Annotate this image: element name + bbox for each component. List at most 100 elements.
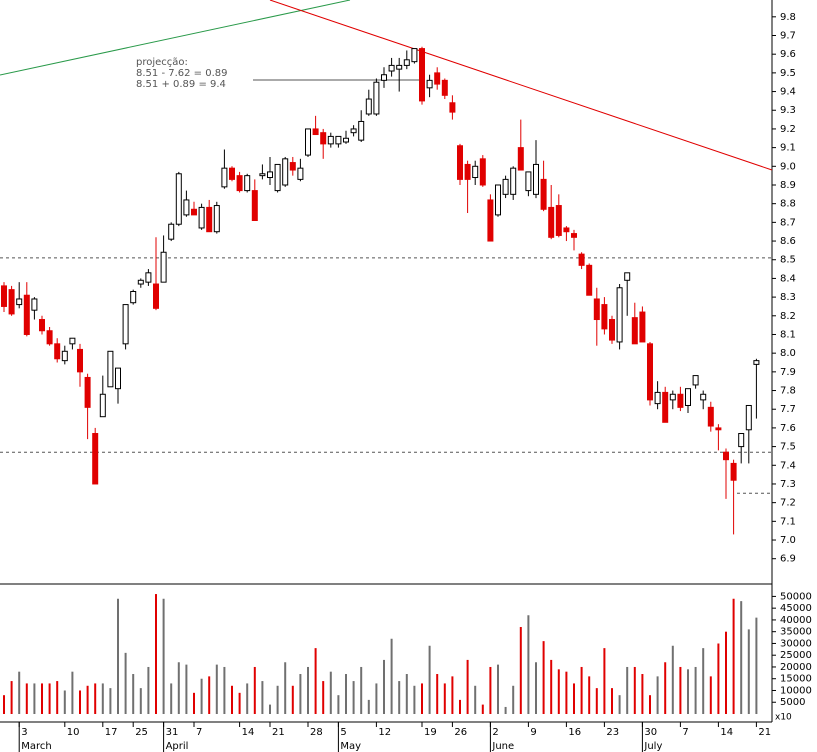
y-tick-label: 45000 (780, 603, 812, 614)
candle-body (555, 205, 562, 236)
candle-body (46, 330, 53, 345)
candle-body (441, 79, 448, 96)
candle-body (312, 128, 319, 136)
candle-body (343, 137, 349, 143)
candle-body (145, 272, 152, 283)
y-tick-label: 25000 (780, 650, 812, 661)
x-tick-label: 10 (67, 727, 80, 738)
candle-body (358, 120, 365, 141)
candle-body (723, 451, 729, 461)
candle-body (753, 360, 760, 365)
candle-body (153, 283, 159, 309)
candle-body (403, 59, 410, 66)
x-tick-label: 21 (758, 727, 771, 738)
y-tick-label: 8.1 (780, 329, 796, 340)
y-tick-label: 20000 (780, 662, 812, 673)
y-tick-label: 7.7 (780, 404, 796, 415)
x-tick-label: 17 (105, 727, 118, 738)
y-tick-label: 9.8 (780, 12, 796, 23)
candle-body (115, 367, 121, 390)
candle-body (305, 128, 311, 156)
candle-body (479, 158, 486, 186)
candle-body (707, 406, 714, 427)
candle-body (540, 178, 547, 210)
y-tick-label: 9.0 (780, 161, 796, 172)
candle-body (327, 135, 334, 145)
candle-body (381, 74, 387, 81)
candle-body (586, 264, 593, 296)
candle-body (692, 375, 699, 386)
candle-body (563, 227, 570, 233)
candle-body (419, 48, 425, 102)
candle-body (677, 393, 684, 408)
x-tick-label: 14 (242, 727, 255, 738)
candle-body (99, 393, 106, 418)
y-tick-label: 40000 (780, 615, 812, 626)
candle-body (434, 72, 441, 85)
candle-body (601, 304, 608, 330)
candle-body (31, 298, 38, 311)
candle-body (320, 132, 327, 145)
candle-body (411, 48, 418, 63)
x-tick-label: 28 (310, 727, 323, 738)
candle-body (16, 298, 23, 306)
candle-body (647, 343, 653, 401)
y-tick-label: 8.6 (780, 236, 796, 247)
x-tick-label: 2 (492, 727, 498, 738)
y-tick-label: 30000 (780, 638, 812, 649)
y-tick-label: 7.9 (780, 367, 796, 378)
month-label: June (491, 741, 514, 752)
month-label: April (166, 741, 189, 752)
candle-body (274, 163, 281, 192)
candle-body (160, 251, 167, 283)
y-tick-label: 6.9 (780, 554, 796, 565)
y-tick-label: 9.7 (780, 31, 796, 42)
x-tick-label: 31 (166, 727, 179, 738)
candle-body (593, 298, 600, 321)
volume-unit: x10 (775, 713, 792, 723)
x-tick-label: 30 (644, 727, 657, 738)
y-tick-label: 7.4 (780, 460, 796, 471)
x-tick-label: 25 (135, 727, 148, 738)
y-tick-label: 7.3 (780, 479, 796, 490)
candle-body (23, 294, 30, 335)
x-tick-label: 26 (454, 727, 467, 738)
annotation: 8.51 + 0.89 = 9.4 (136, 79, 226, 90)
y-tick-label: 7.6 (780, 423, 796, 434)
candle-body (738, 433, 745, 448)
candle-body (289, 162, 296, 171)
candle-body (107, 350, 114, 388)
candle-body (206, 206, 213, 233)
candle-body (1, 285, 7, 307)
y-tick-label: 8.0 (780, 348, 796, 359)
candle-body (662, 391, 669, 423)
month-label: July (643, 741, 662, 752)
y-tick-label: 50000 (780, 591, 812, 602)
candle-body (221, 167, 228, 188)
x-tick-label: 3 (21, 727, 27, 738)
trend-line (0, 0, 351, 76)
candle-body (137, 279, 144, 285)
candle-body (388, 64, 395, 72)
candle-body (669, 393, 676, 401)
y-tick-label: 7.8 (780, 386, 796, 397)
candle-body (229, 167, 235, 180)
y-tick-label: 9.1 (780, 143, 796, 154)
x-tick-label: 14 (720, 727, 733, 738)
candle-body (251, 190, 258, 221)
y-tick-label: 8.8 (780, 199, 796, 210)
candle-body (495, 184, 501, 216)
y-tick-label: 7.0 (780, 535, 796, 546)
x-tick-label: 21 (272, 727, 285, 738)
y-tick-label: 8.5 (780, 255, 796, 266)
candle-body (533, 163, 539, 195)
x-tick-label: 12 (378, 727, 391, 738)
x-tick-label: 7 (682, 727, 688, 738)
y-tick-label: 10000 (780, 685, 812, 696)
candle-body (654, 391, 661, 405)
candle-body (373, 81, 380, 115)
y-tick-label: 9.4 (780, 87, 796, 98)
month-label: March (21, 741, 51, 752)
x-tick-label: 16 (568, 727, 581, 738)
